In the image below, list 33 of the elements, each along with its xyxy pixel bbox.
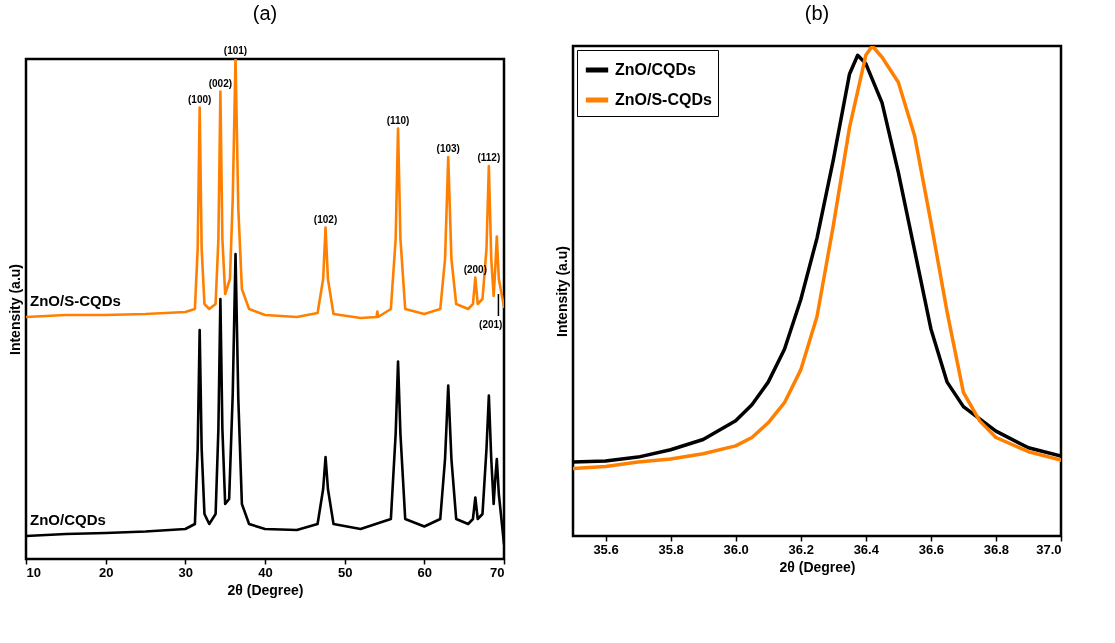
annotation: (102) [313, 213, 338, 225]
x-tick-label: 30 [178, 564, 194, 580]
annotation: (103) [436, 143, 460, 154]
x-axis-title: 2θ (Degree) [779, 558, 856, 575]
x-tick-label: 40 [258, 564, 273, 580]
series-label: ZnO/S-CQDs [30, 292, 121, 309]
legend-label: ZnO/S-CQDs [615, 91, 712, 108]
x-axis-title: 2θ (Degree) [227, 581, 304, 598]
x-tick-label: 36.0 [723, 541, 749, 557]
chart-title: (a) [252, 2, 278, 24]
x-tick-label: 50 [337, 564, 353, 580]
x-tick-label: 37.0 [1036, 541, 1062, 557]
x-tick-label: 70 [490, 564, 505, 580]
annotation: (201) [479, 319, 503, 330]
chart-title: (b) [804, 2, 830, 24]
legend-label: ZnO/CQDs [615, 61, 696, 78]
annotation: (100) [187, 93, 212, 105]
x-tick-label: 36.6 [918, 541, 945, 557]
annotation: (002) [208, 77, 233, 89]
x-tick-label: 35.8 [658, 541, 684, 557]
annotation: (110) [386, 114, 410, 126]
x-tick-label: 36.8 [983, 541, 1010, 557]
x-tick-label: 60 [417, 564, 433, 580]
x-tick-label: 36.2 [788, 541, 814, 557]
x-tick-label: 20 [98, 564, 114, 580]
y-axis-title: Intensity (a.u) [6, 263, 23, 356]
x-tick-label: 10 [26, 564, 41, 580]
x-tick-label: 35.6 [593, 541, 619, 557]
series-label: ZnO/CQDs [30, 511, 106, 528]
x-tick-label: 36.4 [853, 541, 880, 557]
annotation: (101) [223, 45, 248, 56]
annotation: (112) [477, 152, 501, 163]
y-axis-title: Intensity (a.u) [553, 245, 570, 338]
